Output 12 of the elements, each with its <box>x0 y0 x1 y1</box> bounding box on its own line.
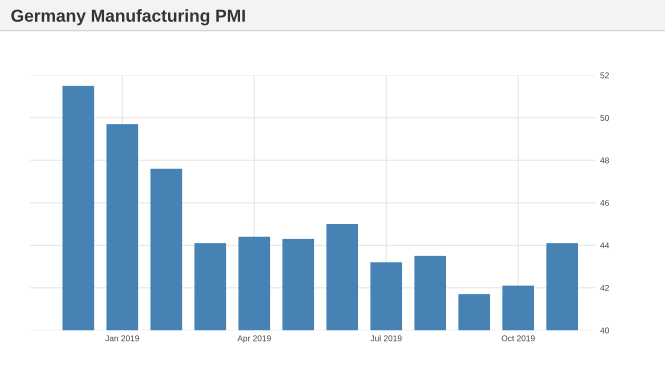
y-tick-label: 46 <box>600 200 609 206</box>
y-tick-label: 52 <box>600 72 609 78</box>
x-tick-label: Apr 2019 <box>237 335 271 343</box>
y-tick-label: 44 <box>600 242 610 248</box>
x-tick-label: Jul 2019 <box>370 335 402 342</box>
y-tick-label: 40 <box>600 328 609 334</box>
x-tick-label: Jan 2019 <box>105 335 140 342</box>
chart-title: Germany Manufacturing PMI <box>11 9 245 26</box>
y-tick-label: 48 <box>600 157 609 164</box>
y-tick-label: 42 <box>600 284 609 291</box>
y-tick-label: 50 <box>600 114 609 121</box>
x-tick-label: Oct 2019 <box>502 335 535 342</box>
